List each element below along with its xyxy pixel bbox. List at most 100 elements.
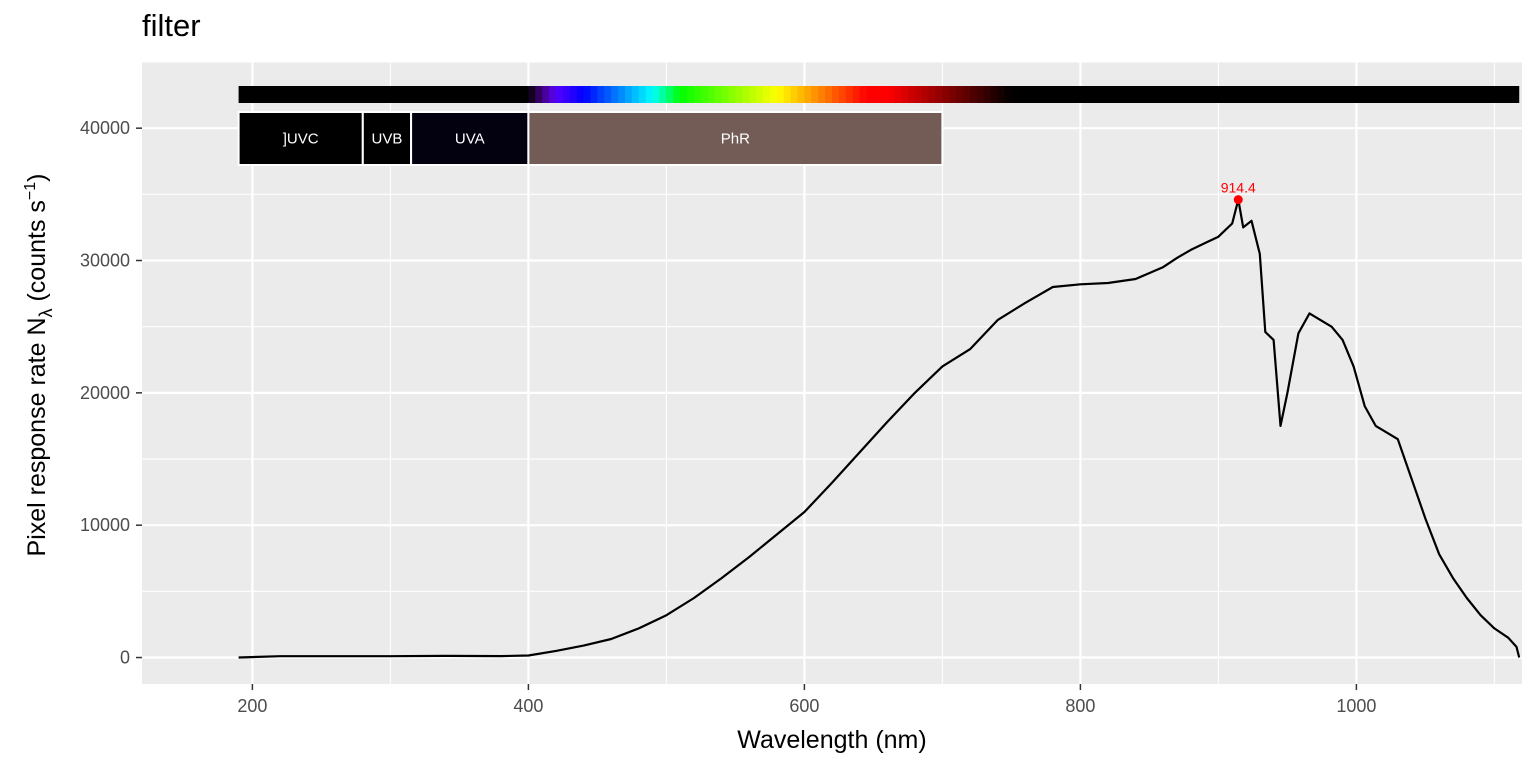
spectrum-bar-segment [611, 86, 619, 103]
spectrum-bar-segment [997, 86, 1006, 103]
spectrum-bar-segment [818, 86, 826, 103]
chart-title: filter [142, 8, 201, 43]
spectrum-bar-segment [970, 86, 978, 103]
spectrum-bar-segment [783, 86, 792, 103]
series-layer [238, 198, 1521, 659]
spectrum-bar-segment [666, 86, 674, 103]
spectrum-bar-segment [742, 86, 750, 103]
spectrum-bar-segment [618, 86, 626, 103]
y-axis-title-main: Pixel response rate N [23, 317, 51, 556]
waveband-label: UVB [372, 131, 403, 148]
spectrum-bar-segment [983, 86, 992, 103]
spectrum-bar-segment [790, 86, 799, 103]
spectrum-bar-segment [845, 86, 854, 103]
spectrum-bar-segment [873, 86, 881, 103]
y-axis: 0 10000 20000 30000 40000 [80, 118, 142, 668]
x-axis: 200 400 600 800 1000 [237, 684, 1376, 716]
spectrum-bar-segment [625, 86, 633, 103]
spectrum-bar-segment [935, 86, 943, 103]
spectrum-bar-segment [590, 86, 598, 103]
y-axis-title-superscript: −1 [22, 182, 39, 200]
spectrum-bar-segment [825, 86, 833, 103]
spectrum-bar-segment [942, 86, 950, 103]
y-axis-title-close: ) [23, 174, 51, 182]
waveband-box [361, 111, 413, 166]
spectrum-bar-segment [921, 86, 930, 103]
spectrum-bar-segment [735, 86, 743, 103]
waveband-boxes: ]UVC UVB UVA PhR [237, 111, 944, 166]
x-tick-label: 800 [1065, 696, 1095, 716]
spectrum-bar-segment [797, 86, 805, 103]
spectrum-bar-segment [990, 86, 999, 103]
peak-point [1233, 195, 1243, 205]
spectrum-bar-segment [556, 86, 564, 103]
spectrum-bar-segment [597, 86, 605, 103]
minor-gridlines [142, 61, 1522, 684]
x-axis-title: Wavelength (nm) [737, 726, 926, 754]
series-line [238, 198, 1521, 659]
spectrum-bar-segment [894, 86, 902, 103]
spectrum-bar-segment [631, 86, 640, 103]
waveband-box [410, 111, 530, 166]
spectrum-bar-segment [652, 86, 661, 103]
spectrum-bar-segment [1004, 86, 1012, 103]
spectrum-bar-segment [542, 86, 550, 103]
spectrum-bar-segment [928, 86, 937, 103]
spectrum-bar-segment [583, 86, 592, 103]
y-axis-title-units: (counts s [23, 200, 51, 308]
major-gridlines [142, 62, 1522, 684]
spectrum-bar-segment [687, 86, 695, 103]
y-tick-label: 0 [120, 648, 130, 668]
waveband-label: UVA [455, 131, 485, 148]
spectrum-bar-segment [776, 86, 785, 103]
spectrum-bar-segment [569, 86, 578, 103]
spectrum-bar-segment [749, 86, 757, 103]
spectrum-bar-segment [714, 86, 723, 103]
spectrum-bar-segment [887, 86, 895, 103]
spectrum-bar-segment [838, 86, 847, 103]
spectrum-bar-segment [528, 86, 536, 103]
spectrum-bar-segment [645, 86, 654, 103]
spectrum-bar-segment [907, 86, 916, 103]
spectrum-bar-segment [549, 86, 557, 103]
x-tick-label: 1000 [1336, 696, 1376, 716]
spectrum-bar-segment [963, 86, 971, 103]
spectrum-bar-segment [673, 86, 681, 103]
spectrum-bar-segment [576, 86, 585, 103]
spectrum-bar-segment [852, 86, 861, 103]
spectrum-bar-segment [694, 86, 702, 103]
spectrum-bar-segment [956, 86, 964, 103]
spectrum-bar-segment [680, 86, 688, 103]
spectrum-bar-segment [707, 86, 716, 103]
spectrum-bar-segment [562, 86, 571, 103]
y-tick-label: 20000 [80, 383, 130, 403]
waveband-label: PhR [721, 131, 750, 148]
spectrum-bar-segment [756, 86, 764, 103]
y-tick-label: 10000 [80, 515, 130, 535]
waveband-label: ]UVC [283, 131, 319, 148]
y-axis-title: Pixel response rate Nλ (counts s−1) [22, 174, 56, 557]
waveband-box [527, 111, 944, 166]
spectrum-bar-segment [535, 86, 543, 103]
spectrum-bar-segment [880, 86, 888, 103]
spectrum-bar-segment [976, 86, 985, 103]
spectrum-bar-segment [700, 86, 709, 103]
x-tick-label: 200 [237, 696, 267, 716]
y-axis-title-subscript: λ [36, 308, 56, 317]
waveband-box [237, 111, 364, 166]
spectrum-bar-segment [763, 86, 771, 103]
y-tick-label: 40000 [80, 118, 130, 138]
spectrum-bar-segment [804, 86, 812, 103]
spectrum-bar-segment [832, 86, 840, 103]
spectrum-bar-segment [604, 86, 612, 103]
peak-label: 914.4 [1221, 180, 1256, 196]
spectrum-bar-segment [728, 86, 736, 103]
spectrum-bar-segment [914, 86, 923, 103]
spectrum-bar-segment [949, 86, 957, 103]
color-spectrum-bar [238, 86, 1520, 103]
spectrum-bar-segment [769, 86, 778, 103]
y-tick-label: 30000 [80, 251, 130, 271]
spectrum-bar-segment [659, 86, 667, 103]
x-tick-label: 600 [789, 696, 819, 716]
